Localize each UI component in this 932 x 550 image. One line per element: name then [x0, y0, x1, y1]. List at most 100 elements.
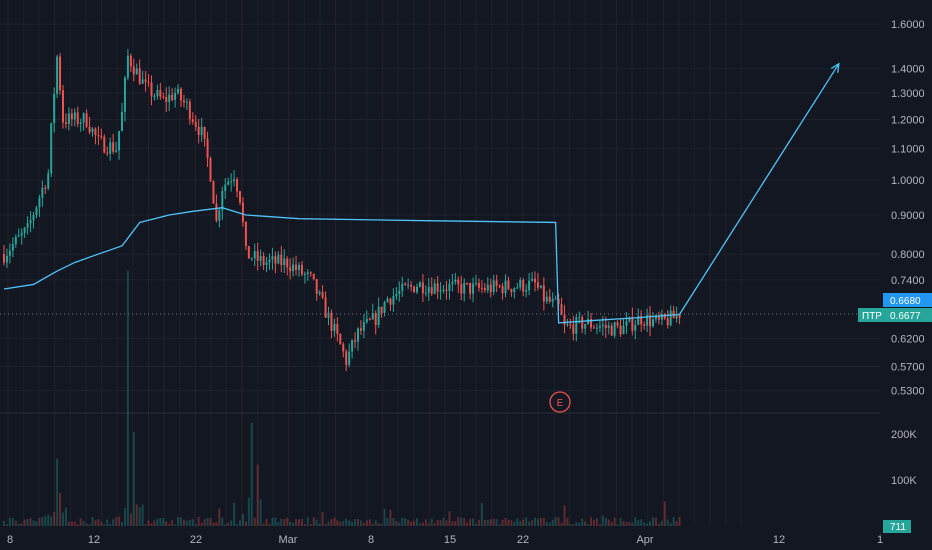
volume-bar [536, 518, 539, 526]
volume-bar [50, 516, 53, 526]
candle-body [604, 324, 607, 329]
candle-body [126, 55, 129, 78]
price-axis[interactable]: 1.6000 1.4000 1.3000 1.2000 1.1000 1.0000 0.90… [891, 19, 925, 398]
candle-body [424, 292, 427, 294]
time-axis[interactable]: 8 12 22 Mar 8 15 22 Apr 12 1 [7, 534, 883, 546]
candle-body [451, 281, 454, 285]
candle-body [174, 93, 177, 100]
volume-bar [327, 521, 330, 526]
candle-body [578, 317, 581, 319]
candle-body [259, 256, 262, 261]
candle-body [230, 181, 233, 183]
volume-axis[interactable]: 200K 100K [891, 429, 917, 487]
volume-bar [454, 521, 457, 526]
volume-bar [528, 521, 531, 526]
volume-tick-label: 100K [891, 475, 917, 487]
volume-bar [593, 520, 595, 526]
candle-body [554, 298, 557, 300]
volume-bar [377, 522, 380, 526]
candle-body [23, 227, 26, 233]
volume-bar [539, 517, 542, 526]
volume-bar [616, 524, 619, 526]
candle-body [218, 210, 221, 221]
volume-bar [73, 521, 76, 526]
volume-bar [654, 517, 657, 526]
candle-body [374, 313, 377, 325]
candle-body [613, 322, 616, 336]
volume-bar [513, 521, 516, 526]
candle-body [539, 285, 542, 288]
volume-bar [194, 524, 197, 526]
volume-bar [548, 522, 551, 526]
price-tick-label: 1.0000 [891, 175, 925, 187]
price-tick-label: 1.2000 [891, 115, 925, 127]
volume-bar [277, 521, 280, 526]
volume-bar [94, 520, 97, 526]
volume-bar [153, 520, 156, 526]
volume-bar [489, 519, 492, 526]
projection-arrowhead[interactable] [830, 62, 840, 73]
candle-body [410, 284, 413, 287]
volume-bar [404, 518, 407, 526]
volume-bar [657, 523, 660, 526]
candle-body [303, 274, 306, 276]
candle-body [504, 280, 507, 294]
volume-bar [100, 522, 103, 526]
volume-bar [678, 517, 681, 526]
volume-bar [359, 520, 362, 526]
candle-body [339, 334, 342, 345]
volume-bar [121, 522, 123, 526]
volume-bar [64, 507, 67, 526]
candle-body [389, 298, 392, 305]
volume-bar [395, 521, 398, 526]
candle-body [584, 324, 587, 329]
volume-bar [259, 499, 262, 526]
candle-body [156, 90, 159, 96]
candle-body [675, 314, 678, 319]
volume-bar [424, 519, 427, 526]
volume-bar [398, 522, 401, 526]
volume-bar [386, 517, 389, 526]
candle-body [309, 272, 312, 274]
candle-body [20, 232, 23, 236]
candle-body [534, 278, 536, 283]
candle-body [85, 113, 88, 127]
candle-body [97, 135, 100, 137]
candle-body [365, 318, 368, 323]
candle-body [177, 88, 180, 94]
candle-body [398, 290, 401, 294]
volume-bar [669, 522, 672, 526]
candle-body [649, 315, 652, 327]
volume-bar [516, 518, 519, 526]
volume-last-badge-text: 711 [890, 522, 906, 533]
candle-body [236, 179, 239, 192]
candle-body [436, 283, 439, 292]
candle-body [445, 289, 448, 291]
price-tick-label: 0.7400 [891, 275, 925, 287]
volume-bar [85, 523, 88, 526]
projection-line[interactable] [679, 63, 840, 315]
volume-bar [416, 518, 418, 526]
volume-bar [295, 519, 298, 526]
volume-bar [442, 517, 445, 526]
price-tick-label: 1.1000 [891, 143, 925, 155]
projection-arrow[interactable] [679, 62, 840, 315]
volume-bar [283, 519, 286, 526]
price-tick-label: 0.8000 [891, 249, 925, 261]
volume-bar [569, 524, 572, 526]
earnings-marker[interactable]: E [549, 391, 571, 413]
candle-body [386, 298, 389, 303]
candle-body [121, 111, 123, 131]
price-tick-label: 1.6000 [891, 19, 925, 31]
volume-bar [342, 520, 345, 526]
candle-body [610, 325, 613, 336]
volume-bar [498, 524, 501, 526]
earnings-marker-circle[interactable] [549, 391, 571, 413]
candle-body [495, 280, 498, 286]
volume-bar [318, 523, 321, 526]
candle-body [460, 284, 463, 294]
candle-body [56, 56, 59, 94]
volume-bar [97, 519, 100, 526]
